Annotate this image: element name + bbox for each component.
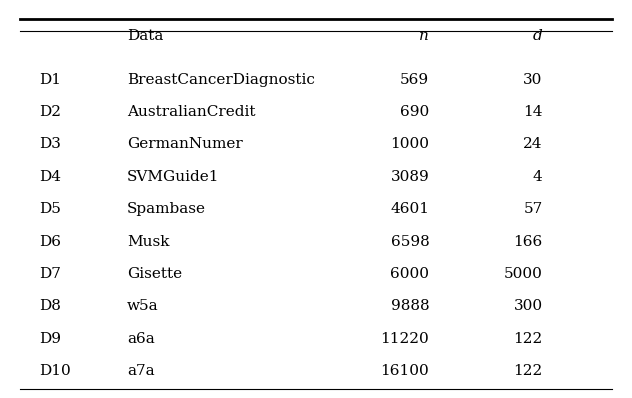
Text: w5a: w5a: [127, 299, 159, 313]
Text: D5: D5: [39, 202, 61, 216]
Text: 16100: 16100: [380, 364, 429, 378]
Text: 14: 14: [523, 105, 542, 119]
Text: D2: D2: [39, 105, 61, 119]
Text: 3089: 3089: [391, 170, 429, 184]
Text: n: n: [420, 29, 429, 43]
Text: GermanNumer: GermanNumer: [127, 137, 243, 151]
Text: 300: 300: [513, 299, 542, 313]
Text: a6a: a6a: [127, 332, 155, 346]
Text: 57: 57: [523, 202, 542, 216]
Text: SVMGuide1: SVMGuide1: [127, 170, 220, 184]
Text: Gisette: Gisette: [127, 267, 183, 281]
Text: 9888: 9888: [391, 299, 429, 313]
Text: 166: 166: [513, 234, 542, 249]
Text: a7a: a7a: [127, 364, 155, 378]
Text: 122: 122: [513, 332, 542, 346]
Text: 24: 24: [523, 137, 542, 151]
Text: 6000: 6000: [391, 267, 429, 281]
Text: D10: D10: [39, 364, 71, 378]
Text: 5000: 5000: [504, 267, 542, 281]
Text: D8: D8: [39, 299, 61, 313]
Text: D7: D7: [39, 267, 61, 281]
Text: D3: D3: [39, 137, 61, 151]
Text: Data: Data: [127, 29, 164, 43]
Text: 690: 690: [400, 105, 429, 119]
Text: 122: 122: [513, 364, 542, 378]
Text: 30: 30: [523, 72, 542, 86]
Text: Musk: Musk: [127, 234, 170, 249]
Text: 4: 4: [533, 170, 542, 184]
Text: 569: 569: [400, 72, 429, 86]
Text: D9: D9: [39, 332, 61, 346]
Text: D1: D1: [39, 72, 61, 86]
Text: Spambase: Spambase: [127, 202, 206, 216]
Text: D6: D6: [39, 234, 61, 249]
Text: AustralianCredit: AustralianCredit: [127, 105, 256, 119]
Text: 11220: 11220: [380, 332, 429, 346]
Text: d: d: [533, 29, 542, 43]
Text: 1000: 1000: [391, 137, 429, 151]
Text: 6598: 6598: [391, 234, 429, 249]
Text: D4: D4: [39, 170, 61, 184]
Text: 4601: 4601: [391, 202, 429, 216]
Text: BreastCancerDiagnostic: BreastCancerDiagnostic: [127, 72, 315, 86]
